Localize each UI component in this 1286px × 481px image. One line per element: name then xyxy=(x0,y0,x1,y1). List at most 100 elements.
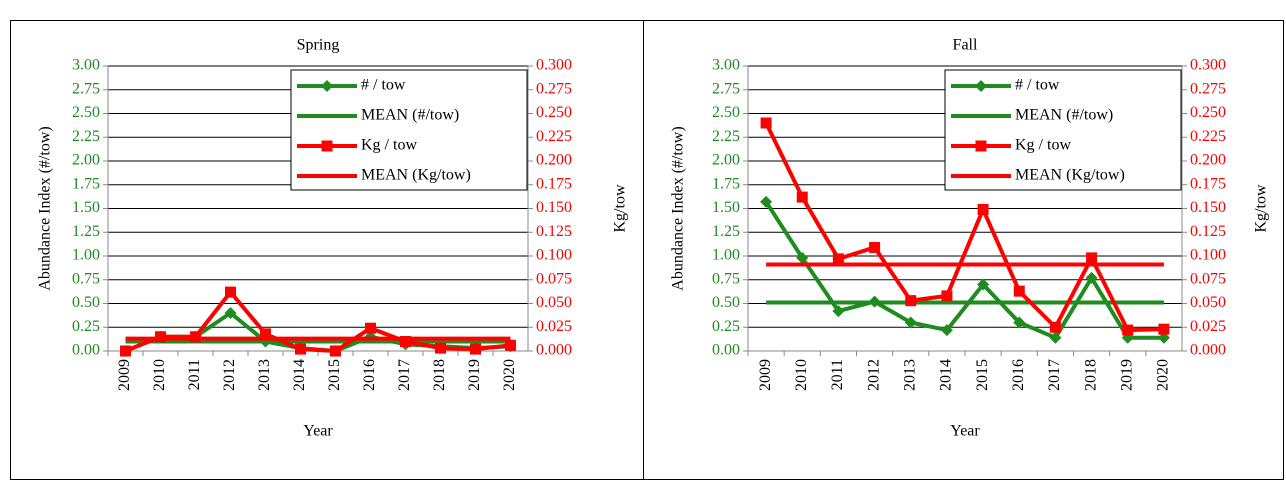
legend-label: # / tow xyxy=(361,77,406,94)
y2-tick-label: 0.100 xyxy=(1190,247,1226,264)
marker xyxy=(796,191,808,203)
chart-title: Fall xyxy=(953,37,978,54)
y-tick-label: 1.00 xyxy=(712,247,740,264)
x-tick-label: 2012 xyxy=(221,359,238,391)
chart-title: Spring xyxy=(297,37,340,54)
x-tick-label: 2009 xyxy=(757,359,774,391)
marker xyxy=(869,241,881,253)
y-tick-label: 3.00 xyxy=(72,57,100,74)
x-tick-label: 2009 xyxy=(116,359,133,391)
y-tick-label: 2.75 xyxy=(72,80,100,97)
legend-label: MEAN (Kg/tow) xyxy=(1015,167,1125,184)
legend-label: MEAN (#/tow) xyxy=(361,107,459,124)
y2-tick-label: 0.150 xyxy=(1190,199,1226,216)
y2-tick-label: 0.125 xyxy=(1190,223,1226,240)
y-tick-label: 1.00 xyxy=(72,247,100,264)
y-tick-label: 1.25 xyxy=(712,223,740,240)
y2-tick-label: 0.175 xyxy=(536,175,572,192)
y-tick-label: 2.25 xyxy=(712,128,740,145)
chart: Fall 0.00 0.25 0.50 0.75 1.00 1.25 1.50 1.75 2.00… xyxy=(670,37,1270,440)
y2-tick-label: 0.050 xyxy=(536,294,572,311)
y-tick-label: 1.50 xyxy=(72,199,100,216)
marker xyxy=(832,305,845,318)
y2-tick-label: 0.275 xyxy=(536,80,572,97)
x-tick-label: 2018 xyxy=(431,359,448,391)
y2-tick-label: 0.025 xyxy=(1190,318,1226,335)
y2-tick-label: 0.225 xyxy=(1190,128,1226,145)
marker xyxy=(1049,321,1061,333)
y2-tick-label: 0.175 xyxy=(1190,175,1226,192)
y-tick-label: 2.00 xyxy=(712,152,740,169)
figure-border xyxy=(10,20,1284,480)
y2-tick-label: 0.100 xyxy=(536,247,572,264)
y-tick-label: 0.75 xyxy=(712,270,740,287)
marker xyxy=(1049,331,1062,344)
marker xyxy=(365,322,376,334)
marker xyxy=(832,253,844,265)
marker xyxy=(224,307,237,319)
y-tick-label: 1.75 xyxy=(72,175,100,192)
x-tick-label: 2014 xyxy=(291,359,308,391)
series-line xyxy=(764,200,1164,340)
y2-tick-label: 0.250 xyxy=(536,104,572,121)
y-axis-title: Abundance Index (#/tow) xyxy=(37,126,54,290)
legend-marker xyxy=(321,80,333,92)
marker xyxy=(470,343,481,355)
x-axis-title: Year xyxy=(950,423,980,440)
x-tick-label: 2012 xyxy=(865,359,882,391)
y2-tick-label: 0.200 xyxy=(536,152,572,169)
y2-tick-label: 0.250 xyxy=(1190,104,1226,121)
y2-tick-label: 0.000 xyxy=(536,342,572,359)
y2-tick-label: 0.075 xyxy=(536,270,572,287)
y-tick-label: 1.50 xyxy=(712,199,740,216)
marker xyxy=(1086,252,1098,264)
x-tick-label: 2020 xyxy=(501,359,518,391)
legend-box xyxy=(290,69,528,191)
legend-label: MEAN (Kg/tow) xyxy=(361,167,471,184)
x-tick-label: 2013 xyxy=(256,359,273,391)
x-tick-label: 2010 xyxy=(151,359,168,391)
y2-tick-label: 0.050 xyxy=(1190,294,1226,311)
marker xyxy=(1158,323,1170,335)
y2-tick-label: 0.000 xyxy=(1190,342,1226,359)
x-tick-label: 2015 xyxy=(974,359,991,391)
y2-tick-label: 0.125 xyxy=(536,223,572,240)
marker xyxy=(977,278,990,291)
legend-label: # / tow xyxy=(1015,77,1060,94)
legend-label: Kg / tow xyxy=(361,137,417,154)
y2-tick-label: 0.300 xyxy=(1190,57,1226,74)
x-tick-label: 2017 xyxy=(396,359,413,391)
x-tick-label: 2015 xyxy=(326,359,343,391)
x-tick-label: 2016 xyxy=(1010,359,1027,391)
y-tick-label: 3.00 xyxy=(712,57,740,74)
marker xyxy=(120,345,131,357)
y2-axis-title: Kg/tow xyxy=(612,184,629,232)
y2-tick-label: 0.025 xyxy=(536,318,572,335)
x-tick-label: 2011 xyxy=(829,359,846,390)
marker xyxy=(1013,316,1026,329)
x-tick-label: 2016 xyxy=(361,359,378,391)
y-tick-label: 2.50 xyxy=(72,104,100,121)
y-tick-label: 2.75 xyxy=(712,80,740,97)
marker xyxy=(904,316,917,329)
x-tick-label: 2011 xyxy=(186,359,203,390)
marker xyxy=(330,345,341,357)
y-tick-label: 2.00 xyxy=(72,152,100,169)
y-tick-label: 0.50 xyxy=(712,294,740,311)
marker xyxy=(1122,324,1134,336)
series-line xyxy=(124,311,511,353)
y2-tick-label: 0.150 xyxy=(536,199,572,216)
y2-axis-title: Kg/tow xyxy=(1253,184,1270,232)
x-tick-label: 2020 xyxy=(1155,359,1172,391)
marker xyxy=(1013,285,1025,297)
y-tick-label: 0.50 xyxy=(72,294,100,311)
marker xyxy=(1085,271,1098,284)
y-tick-label: 2.50 xyxy=(712,104,740,121)
marker xyxy=(225,286,236,298)
y-tick-label: 2.25 xyxy=(72,128,100,145)
legend-marker xyxy=(975,140,987,152)
marker xyxy=(760,195,773,208)
y-tick-label: 1.75 xyxy=(712,175,740,192)
y-tick-label: 0.75 xyxy=(72,270,100,287)
